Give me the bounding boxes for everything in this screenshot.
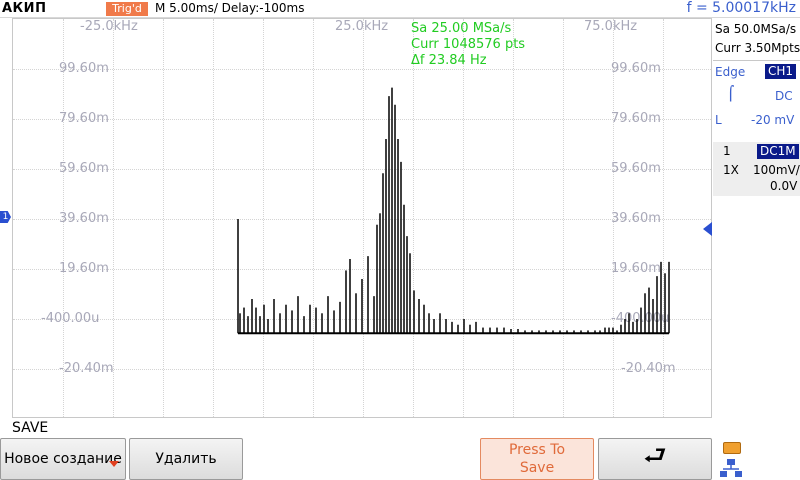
grid-line — [363, 19, 364, 417]
y-tick-label: 59.60m — [611, 161, 661, 176]
acq-memory-depth: Curr 3.50Mpts — [715, 41, 800, 55]
timebase-readout: M 5.00ms/ Delay:-100ms — [155, 1, 305, 15]
grid-line — [663, 19, 664, 417]
grid-line — [13, 219, 711, 220]
grid-line — [13, 369, 711, 370]
return-arrow-icon: ⮐ — [643, 441, 667, 471]
grid-line — [513, 19, 514, 417]
status-bar: АКИП Trig'd M 5.00ms/ Delay:-100ms f = 5… — [0, 0, 800, 18]
fft-delta-f: Δf 23.84 Hz — [411, 53, 487, 68]
brand-logo: АКИП — [2, 1, 47, 16]
y-tick-label: 79.60m — [611, 111, 661, 126]
grid-line — [113, 19, 114, 417]
y-tick-label: -20.40m — [59, 361, 114, 376]
fft-points: Curr 1048576 pts — [411, 37, 526, 52]
channel-coupling-badge: DC1M — [757, 144, 799, 159]
grid-line — [613, 19, 614, 417]
press-to-save-line1: Press To — [508, 442, 566, 458]
trigger-level-marker[interactable] — [703, 222, 712, 236]
usb-storage-icon — [723, 442, 741, 454]
grid-line — [13, 119, 711, 120]
trigger-status-badge: Trig'd — [106, 2, 148, 16]
trigger-coupling[interactable]: DC — [775, 89, 793, 103]
submenu-arrow-icon — [109, 461, 119, 467]
grid-line — [213, 19, 214, 417]
grid-line — [563, 19, 564, 417]
y-tick-label: -400.00u — [41, 311, 100, 326]
grid-line — [313, 19, 314, 417]
waveform-display: -25.0kHz 25.0kHz 75.0kHz 99.60m 79.60m 5… — [12, 18, 712, 418]
divider — [713, 60, 800, 61]
new-file-label: Новое создание — [4, 451, 122, 467]
y-tick-label: 59.60m — [59, 161, 109, 176]
y-tick-label: 19.60m — [611, 261, 661, 276]
spectrum-trace — [237, 87, 670, 335]
press-to-save-line2: Save — [519, 460, 555, 476]
vertical-offset: 0.0V — [770, 179, 798, 193]
channel-1-settings[interactable]: 1 DC1M 1X 100mV/ 0.0V — [713, 142, 800, 196]
x-tick-label: 25.0kHz — [335, 19, 389, 34]
y-tick-label: 99.60m — [59, 61, 109, 76]
y-tick-label: 19.60m — [59, 261, 109, 276]
y-tick-label: -20.40m — [621, 361, 676, 376]
rising-edge-icon: ⌠ — [727, 86, 735, 102]
settings-panel: Sa 50.0MSa/s Curr 3.50Mpts Edge CH1 ⌠ DC… — [713, 18, 800, 436]
trigger-level-label: L — [715, 113, 722, 127]
probe-attenuation: 1X — [723, 163, 739, 177]
grid-line — [13, 169, 711, 170]
delete-label: Удалить — [155, 451, 217, 467]
menu-title: SAVE — [12, 420, 49, 436]
delete-button[interactable]: Удалить — [129, 438, 243, 480]
vertical-scale: 100mV/ — [753, 163, 800, 177]
y-tick-label: 99.60m — [611, 61, 661, 76]
y-tick-label: 39.60m — [611, 211, 661, 226]
grid-line — [413, 19, 414, 417]
trigger-level-value[interactable]: -20 mV — [751, 113, 795, 127]
grid-line — [13, 269, 711, 270]
grid-line — [13, 69, 711, 70]
channel-number: 1 — [723, 144, 731, 158]
back-button[interactable]: ⮐ — [598, 438, 712, 480]
y-tick-label: 79.60m — [59, 111, 109, 126]
frequency-readout: f = 5.00017kHz — [686, 0, 796, 16]
y-tick-label: 39.60m — [59, 211, 109, 226]
x-tick-label: 75.0kHz — [584, 19, 638, 34]
grid-line — [463, 19, 464, 417]
fft-sample-rate: Sa 25.00 MSa/s — [411, 21, 512, 36]
channel-1-marker[interactable]: 1 — [0, 211, 11, 223]
grid-line — [163, 19, 164, 417]
press-to-save-button[interactable]: Press To Save — [480, 438, 594, 480]
x-tick-label: -25.0kHz — [80, 19, 138, 34]
acq-sample-rate: Sa 50.0MSa/s — [715, 22, 797, 36]
new-file-button[interactable]: Новое создание — [0, 438, 126, 480]
grid-line — [263, 19, 264, 417]
trigger-type[interactable]: Edge — [715, 65, 746, 79]
grid-line — [63, 19, 64, 417]
network-icon — [720, 459, 742, 477]
trigger-source-badge[interactable]: CH1 — [765, 64, 797, 79]
